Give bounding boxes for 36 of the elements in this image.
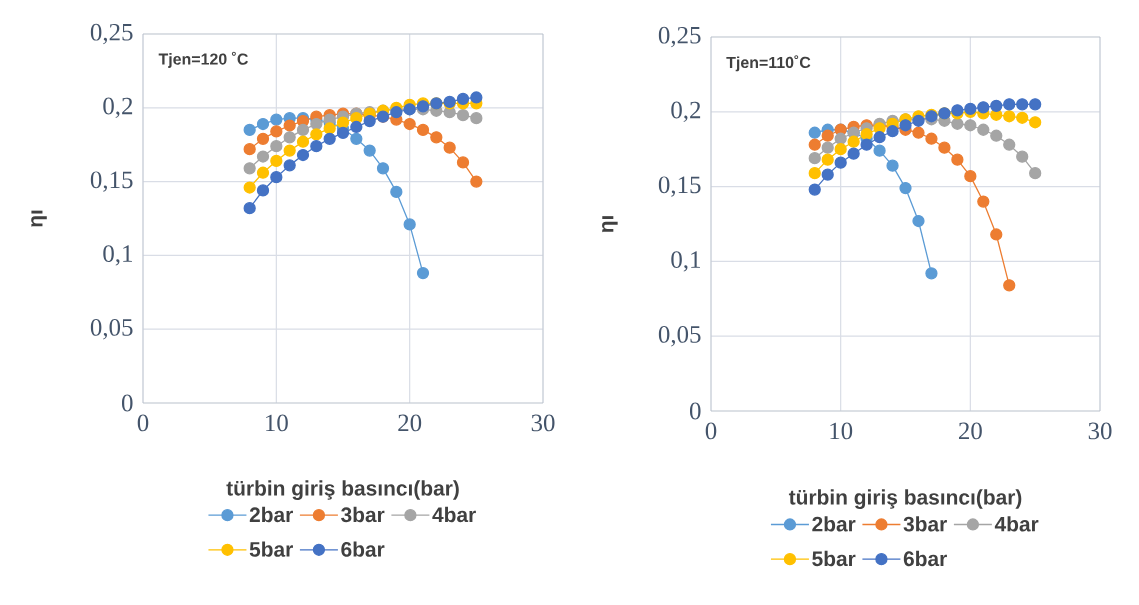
x-tick-label: 0 — [705, 422, 717, 440]
y-tick-label: 0,15 — [90, 171, 133, 192]
x-tick-label: 10 — [266, 414, 288, 432]
legend-label: 5bar — [812, 550, 856, 567]
x-tick-label: 20 — [958, 422, 982, 440]
x-tick-label: 0 — [137, 414, 149, 432]
annotation: Tjen=120 ˚C — [158, 51, 248, 68]
y-tick-label: 0,25 — [90, 23, 133, 45]
y-axis-title: ηı — [31, 210, 47, 227]
legend-label: 6bar — [341, 541, 385, 557]
y-tick-label: 0,2 — [671, 101, 701, 122]
legend-label: 5bar — [249, 541, 293, 557]
x-tick-label: 10 — [830, 422, 853, 440]
legend-label: 3bar — [341, 506, 385, 523]
legend-label: 2bar — [812, 516, 856, 532]
legend-label: 3bar — [903, 516, 947, 532]
legend-label: 4bar — [432, 506, 476, 523]
legend-label: 4bar — [994, 516, 1039, 532]
y-tick-label: 0,05 — [90, 319, 133, 340]
y-tick-label: 0,1 — [671, 251, 700, 272]
y-tick-label: 0,05 — [658, 326, 701, 347]
x-tick-label: 20 — [398, 414, 422, 432]
y-tick-label: 0,1 — [103, 245, 132, 266]
y-tick-label: 0 — [689, 402, 701, 420]
y-axis-title: ηı — [602, 216, 618, 233]
x-tick-label: 30 — [1088, 422, 1112, 440]
y-tick-label: 0,15 — [658, 176, 701, 197]
y-tick-label: 0,25 — [658, 26, 701, 48]
x-axis-title: türbin giriş basıncı(bar) — [788, 489, 1022, 509]
y-tick-label: 0 — [121, 394, 133, 412]
legend-label: 6bar — [903, 550, 947, 567]
x-tick-label: 30 — [531, 414, 555, 432]
annotation: Tjen=110˚C — [726, 55, 811, 72]
y-tick-label: 0,2 — [103, 97, 133, 118]
x-axis-title: türbin giriş basıncı(bar) — [226, 480, 459, 500]
legend-label: 2bar — [249, 506, 293, 523]
